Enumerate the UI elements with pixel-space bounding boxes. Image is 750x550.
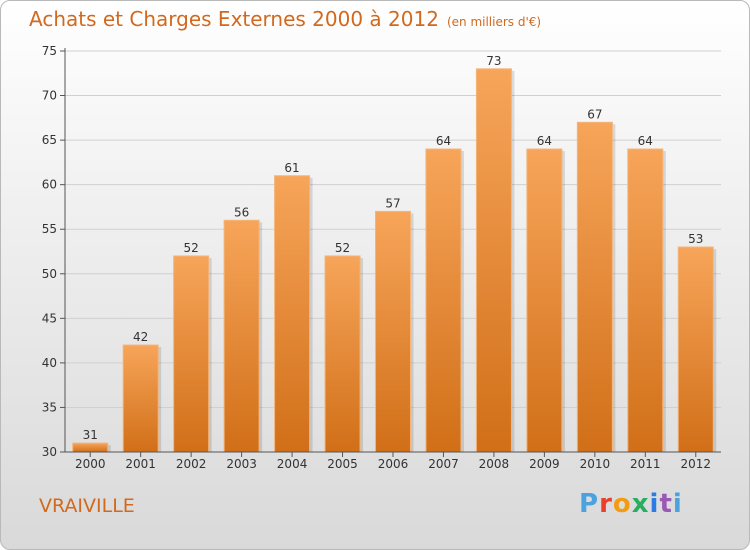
bar (526, 148, 563, 453)
y-tick-label: 65 (42, 133, 57, 147)
data-label: 31 (83, 428, 98, 442)
x-tick-label: 2012 (680, 457, 711, 471)
y-tick-label: 75 (42, 44, 57, 58)
y-tick-label: 70 (42, 89, 57, 103)
labels-group: 30 35 40 45 50 55 60 65 70 75 31 2000 42 2001 52 2002 56… (42, 44, 711, 471)
data-label: 42 (133, 330, 148, 344)
x-tick-label: 2004 (277, 457, 308, 471)
logo-letter: x (631, 489, 650, 519)
data-label: 52 (184, 241, 199, 255)
data-label: 61 (284, 161, 299, 175)
x-tick-label: 2010 (580, 457, 611, 471)
bar (173, 255, 210, 453)
chart-title-text: Achats et Charges Externes 2000 à 2012 (29, 7, 439, 31)
data-label: 67 (587, 107, 602, 121)
y-tick-label: 35 (42, 400, 57, 414)
x-tick-label: 2000 (75, 457, 106, 471)
axes-group (60, 48, 721, 457)
y-tick-label: 30 (42, 445, 57, 459)
chart-title: Achats et Charges Externes 2000 à 2012 (e… (29, 7, 541, 31)
y-tick-label: 45 (42, 311, 57, 325)
y-tick-label: 50 (42, 267, 57, 281)
x-tick-label: 2003 (226, 457, 257, 471)
logo-letter: r (599, 489, 613, 519)
x-tick-label: 2009 (529, 457, 560, 471)
y-tick-label: 60 (42, 178, 57, 192)
x-tick-label: 2008 (479, 457, 510, 471)
bar (677, 246, 714, 453)
bar (72, 442, 109, 453)
bar (375, 210, 411, 453)
bar (425, 148, 462, 453)
proxiti-logo: Proxiti (579, 489, 683, 519)
bar (223, 219, 260, 453)
data-label: 52 (335, 241, 350, 255)
y-tick-label: 55 (42, 222, 57, 236)
logo-letter: P (579, 489, 600, 519)
chart-subtitle: (en milliers d'€) (446, 15, 542, 29)
x-tick-label: 2007 (428, 457, 459, 471)
data-label: 57 (385, 196, 400, 210)
bar (122, 344, 159, 453)
bar (576, 121, 613, 453)
logo-letter: i (672, 489, 683, 519)
bar (475, 68, 512, 453)
commune-name: VRAIVILLE (39, 495, 135, 517)
data-label: 73 (486, 54, 501, 68)
logo-letter: o (612, 489, 632, 519)
data-label: 64 (436, 134, 451, 148)
x-tick-label: 2001 (125, 457, 156, 471)
bars-group (72, 68, 717, 453)
bar (274, 175, 311, 453)
data-label: 53 (688, 232, 703, 246)
x-tick-label: 2005 (327, 457, 358, 471)
bar (627, 148, 664, 453)
logo-letter: t (659, 489, 673, 519)
y-tick-label: 40 (42, 356, 57, 370)
x-tick-label: 2002 (176, 457, 207, 471)
data-label: 56 (234, 205, 249, 219)
data-label: 64 (537, 134, 552, 148)
bar (324, 255, 361, 453)
data-label: 64 (638, 134, 653, 148)
x-tick-label: 2011 (630, 457, 661, 471)
logo-letter: i (649, 489, 660, 519)
x-tick-label: 2006 (378, 457, 409, 471)
